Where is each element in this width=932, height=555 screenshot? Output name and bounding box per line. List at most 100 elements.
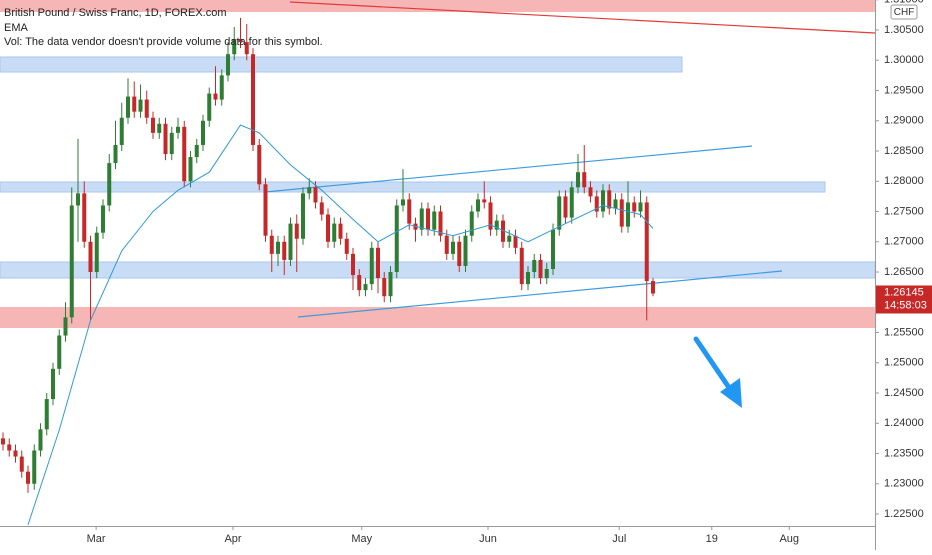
candle — [632, 196, 637, 218]
candle-body — [494, 220, 499, 230]
candle-body — [588, 187, 593, 197]
candle-body — [182, 126, 187, 182]
candle — [476, 193, 480, 218]
candle — [532, 253, 537, 279]
candle — [394, 199, 399, 279]
candle — [32, 444, 37, 490]
candle — [601, 184, 605, 218]
candle — [7, 438, 12, 457]
candle-body — [288, 223, 293, 260]
candle — [326, 208, 330, 248]
volume-note: Vol: The data vendor doesn't provide vol… — [4, 36, 323, 48]
candle — [513, 229, 518, 254]
candle-body — [126, 96, 130, 118]
last-price: 1.26145 — [884, 286, 924, 298]
support-zone — [0, 307, 875, 328]
candle — [26, 465, 30, 493]
candle — [594, 190, 599, 218]
candle — [307, 178, 312, 200]
candle — [13, 444, 18, 463]
candle-body — [244, 42, 249, 55]
candle — [569, 181, 574, 224]
candle-body — [207, 93, 212, 121]
y-tick-label: 1.28000 — [884, 175, 924, 187]
candle — [107, 154, 112, 212]
candle-body — [276, 241, 280, 254]
x-tick-label: Jul — [612, 533, 626, 545]
candle — [51, 362, 55, 406]
candle-body — [582, 172, 587, 188]
candle-body — [301, 193, 305, 239]
candle-body — [569, 187, 574, 218]
candle — [413, 217, 418, 242]
candle-body — [151, 117, 155, 133]
candle — [426, 202, 430, 236]
candle — [557, 190, 562, 236]
candle — [519, 241, 524, 291]
zones — [0, 0, 875, 408]
candle-body — [157, 123, 162, 133]
candle-body — [88, 241, 93, 273]
candle — [138, 84, 143, 118]
candle — [88, 235, 93, 321]
candle-body — [351, 253, 355, 276]
candle-body — [388, 272, 393, 297]
candle-body — [282, 241, 287, 260]
candle-body — [576, 172, 580, 188]
candle — [57, 329, 62, 375]
candle-body — [651, 281, 655, 294]
candle — [388, 265, 393, 303]
candle-body — [219, 75, 224, 100]
candle-body — [601, 190, 605, 212]
y-tick-label: 1.29000 — [884, 115, 924, 127]
candle — [188, 151, 193, 188]
candle-body — [626, 202, 630, 227]
candle-body — [532, 259, 537, 273]
y-tick-label: 1.25000 — [884, 357, 924, 369]
candle-body — [394, 205, 399, 273]
candle — [357, 268, 362, 297]
ema-line — [27, 124, 654, 526]
y-tick-label: 1.24500 — [884, 387, 924, 399]
candle — [132, 81, 137, 118]
candle — [582, 144, 587, 194]
candle-body — [194, 144, 199, 158]
candle-body — [619, 199, 624, 227]
candle-body — [76, 193, 80, 206]
candle-body — [313, 187, 318, 203]
candle-body — [201, 120, 205, 145]
candle-body — [82, 193, 87, 242]
candle-body — [13, 450, 18, 457]
candle — [226, 42, 230, 82]
candle — [344, 232, 349, 260]
symbol-title: British Pound / Swiss Franc, 1D, FOREX.c… — [4, 7, 227, 19]
last-price-box — [876, 285, 932, 314]
candle — [182, 120, 187, 188]
candle-body — [44, 399, 49, 430]
candle — [576, 154, 580, 194]
candle-body — [38, 429, 43, 451]
arrow — [693, 336, 742, 408]
candle — [401, 169, 405, 212]
y-tick-label: 1.30000 — [884, 54, 924, 66]
candle — [276, 235, 280, 266]
y-tick-label: 1.30500 — [884, 24, 924, 36]
candle — [332, 217, 337, 248]
x-tick-label: May — [351, 533, 372, 545]
candle — [288, 217, 293, 266]
candle-body — [69, 205, 74, 318]
candle — [169, 126, 174, 161]
trend-line — [289, 1, 875, 34]
candle-body — [401, 199, 405, 206]
candle-body — [163, 123, 168, 155]
currency[interactable]: CHF — [894, 7, 915, 18]
candle — [101, 199, 105, 239]
candle — [44, 393, 49, 436]
candle — [588, 181, 593, 203]
candle-body — [169, 132, 174, 155]
currency-box[interactable] — [890, 4, 918, 20]
candle-body — [1, 438, 5, 445]
y-tick-label: 1.23000 — [884, 478, 924, 490]
candle-body — [101, 205, 105, 233]
y-tick-label: 1.31000 — [884, 0, 924, 6]
